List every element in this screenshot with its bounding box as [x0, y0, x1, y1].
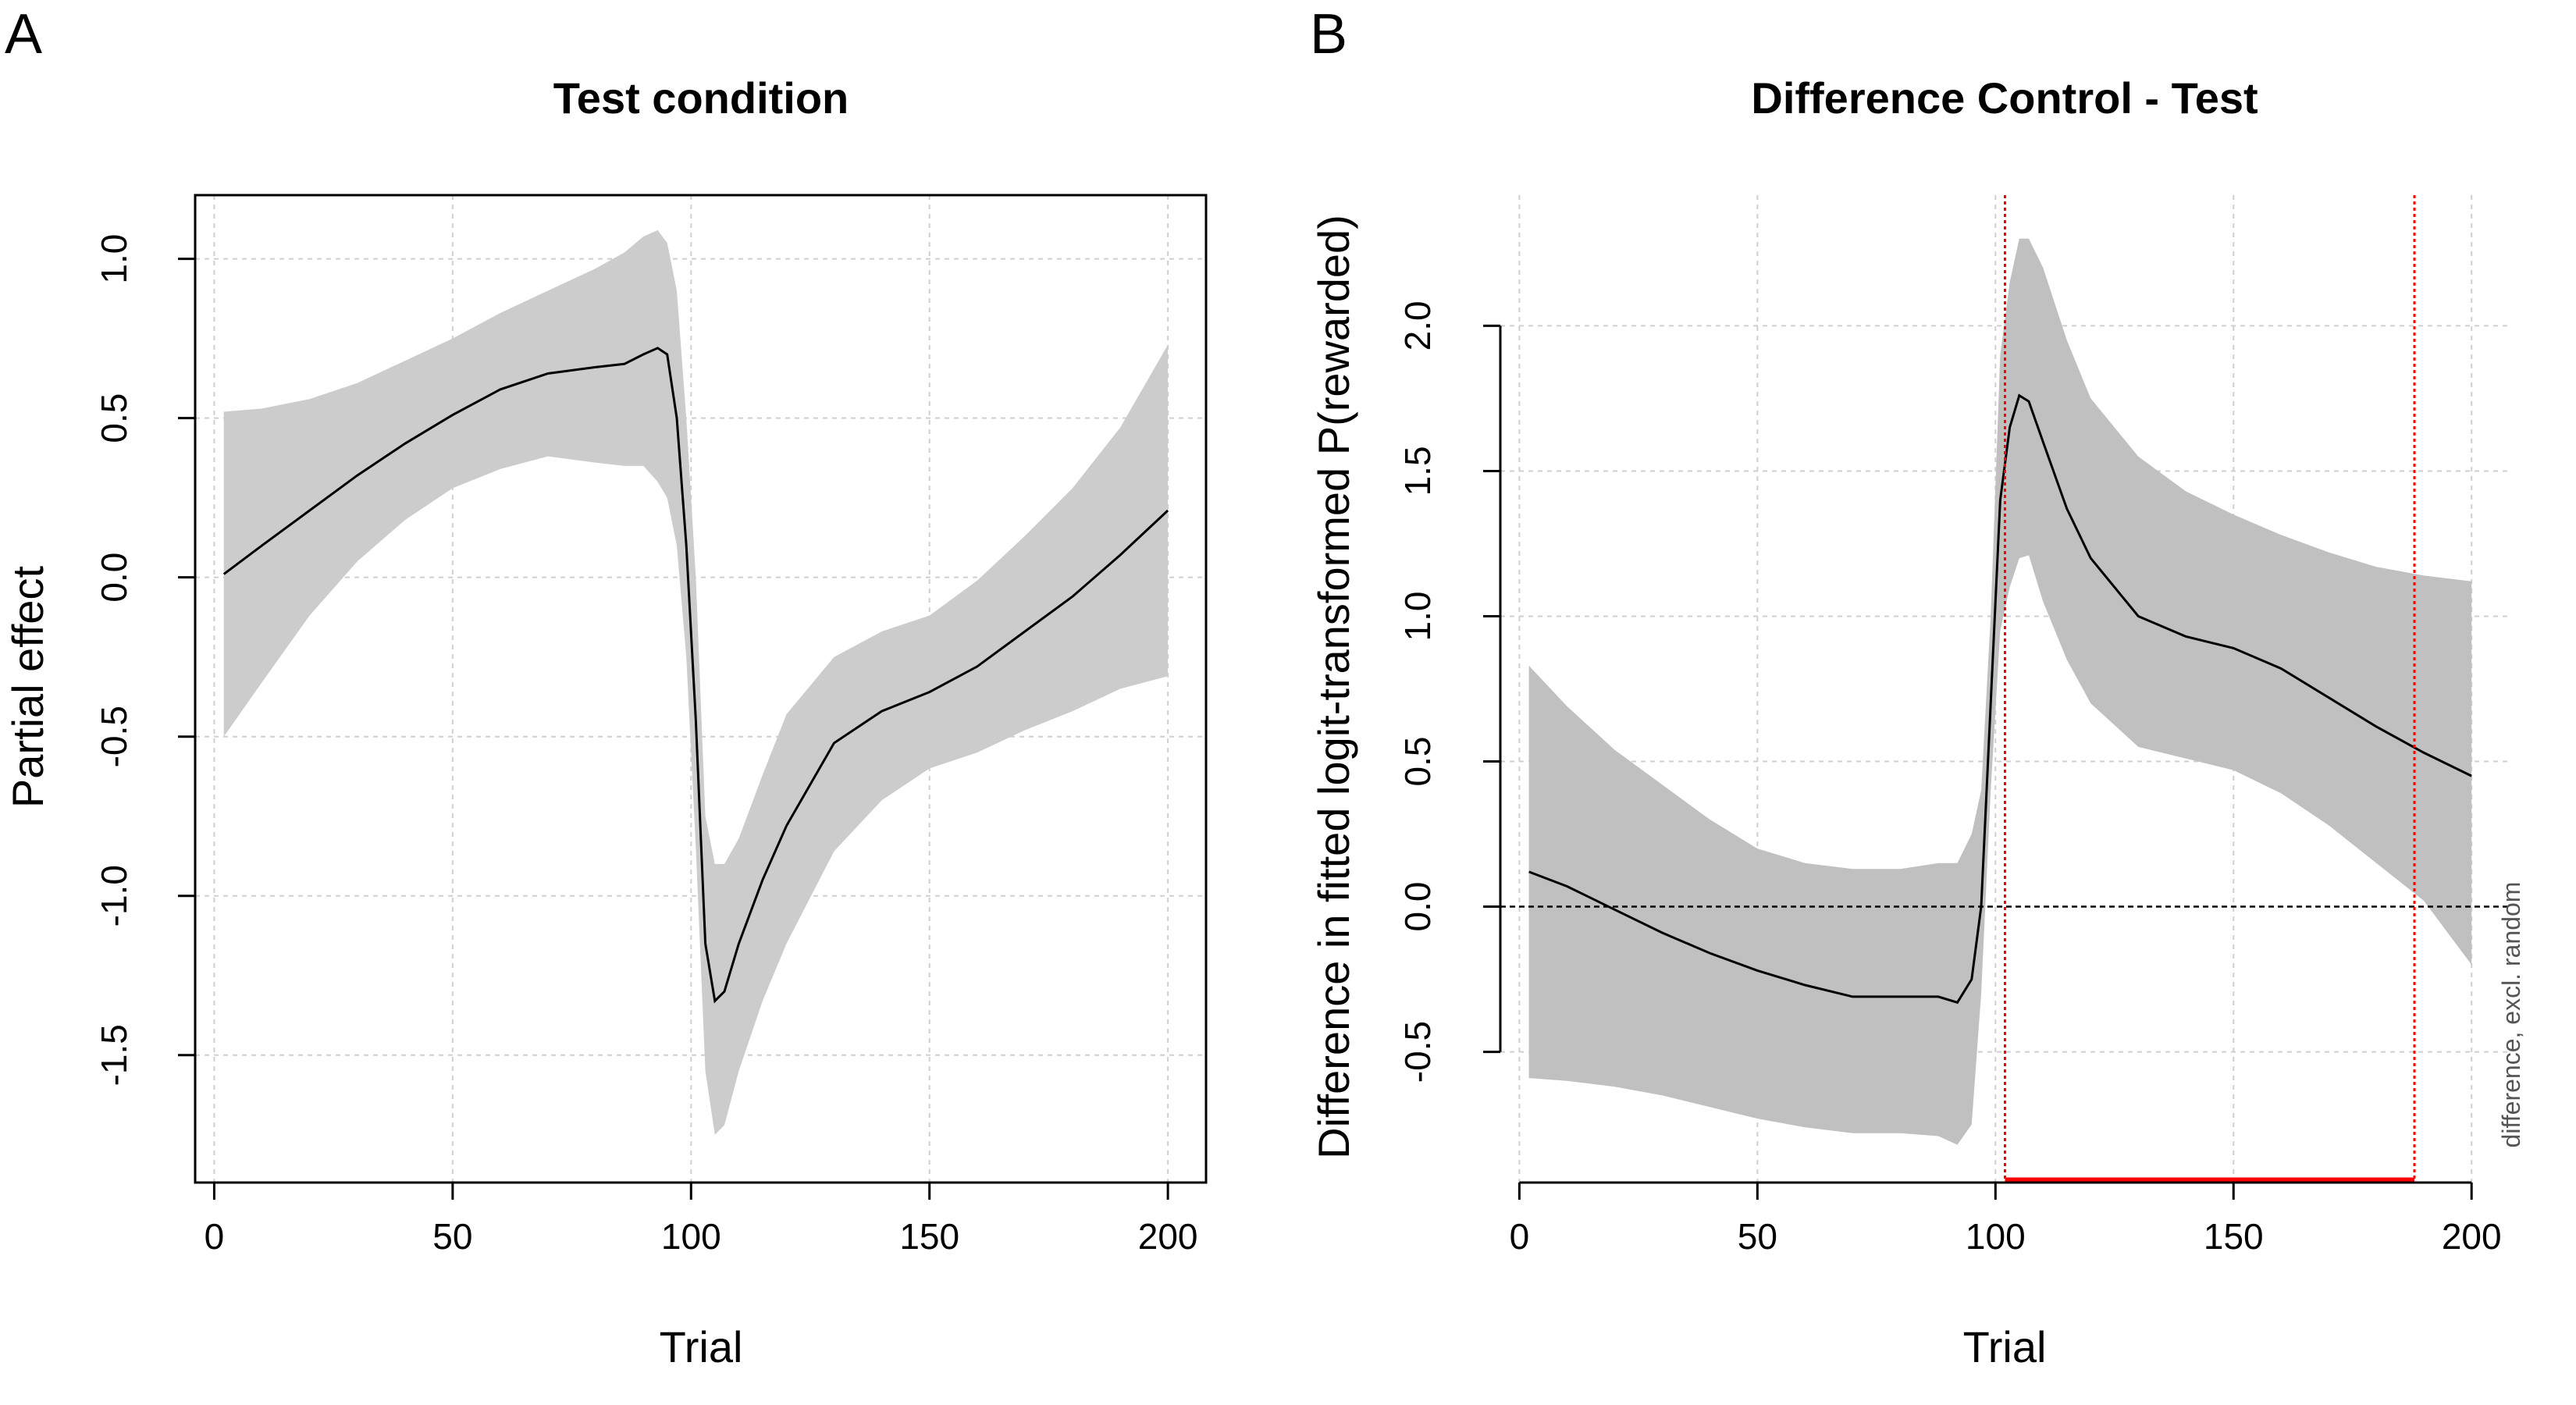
- panel-a-y-tick-label-0_5: 0.5: [94, 393, 134, 443]
- panel-b-x-tick-label-0: 0: [1510, 1216, 1530, 1257]
- panel-a-x-tick-label-150: 150: [899, 1216, 959, 1257]
- panel-a-y-tick-label--0_5: -0.5: [94, 706, 134, 767]
- panel-b-title: Difference Control - Test: [1751, 73, 2258, 123]
- panel-b-fit-line: [1528, 393, 2472, 1005]
- panel-a: A Test condition 0 50 100 150 200 -1.5 -1.0 -0…: [3, 3, 1208, 1371]
- panel-b-y-tick-label-1: 1.0: [1397, 592, 1438, 642]
- panel-b-side-note: difference, excl. random: [2497, 882, 2525, 1148]
- panel-b-y-axis-title: Difference in fitted logit-transformed P…: [1309, 215, 1358, 1159]
- panel-a-x-tick-label-100: 100: [661, 1216, 721, 1257]
- panel-a-fit-line: [222, 347, 1169, 1004]
- panel-b-x-tick-label-50: 50: [1738, 1216, 1777, 1257]
- panel-b-x-tick-label-100: 100: [1966, 1216, 2026, 1257]
- panel-a-x-axis-title: Trial: [660, 1322, 743, 1371]
- panel-b-x-tick-label-200: 200: [2442, 1216, 2502, 1257]
- panel-a-x-axis: 0 50 100 150 200: [205, 1183, 1198, 1257]
- panel-b-y-tick-label-2: 2.0: [1397, 301, 1438, 350]
- panel-a-title: Test condition: [553, 73, 849, 123]
- panel-a-y-axis-title: Partial effect: [3, 565, 52, 808]
- panel-a-y-tick-label--1_5: -1.5: [94, 1024, 134, 1086]
- panel-b-x-axis: 0 50 100 150 200: [1510, 1181, 2502, 1257]
- panel-letter-a: A: [5, 3, 42, 66]
- panel-a-x-tick-label-0: 0: [205, 1216, 225, 1257]
- panel-b: B Difference Control - Test 0 50 100 150 200…: [1309, 3, 2525, 1371]
- panel-a-x-tick-label-200: 200: [1138, 1216, 1198, 1257]
- panel-a-x-tick-label-50: 50: [432, 1216, 472, 1257]
- panel-a-y-tick-label-0: 0.0: [94, 553, 134, 603]
- panel-a-y-axis: -1.5 -1.0 -0.5 0.0 0.5 1.0: [94, 234, 197, 1086]
- panel-b-y-tick-label--0_5: -0.5: [1397, 1021, 1438, 1083]
- panel-b-y-tick-label-0_5: 0.5: [1397, 737, 1438, 787]
- panel-a-confidence-band: [223, 229, 1169, 1135]
- panel-a-y-tick-label--1: -1.0: [94, 865, 134, 927]
- panel-b-y-axis: -0.5 0.0 0.5 1.0 1.5 2.0: [1397, 301, 1502, 1083]
- panel-letter-b: B: [1310, 3, 1347, 66]
- panel-a-y-tick-label-1: 1.0: [94, 234, 134, 284]
- panel-b-x-axis-title: Trial: [1963, 1322, 2047, 1371]
- panel-b-y-tick-label-1_5: 1.5: [1397, 446, 1438, 496]
- panel-b-x-tick-label-150: 150: [2204, 1216, 2264, 1257]
- panel-b-confidence-band: [1528, 238, 2472, 1145]
- panel-b-y-tick-label-0: 0.0: [1397, 882, 1438, 932]
